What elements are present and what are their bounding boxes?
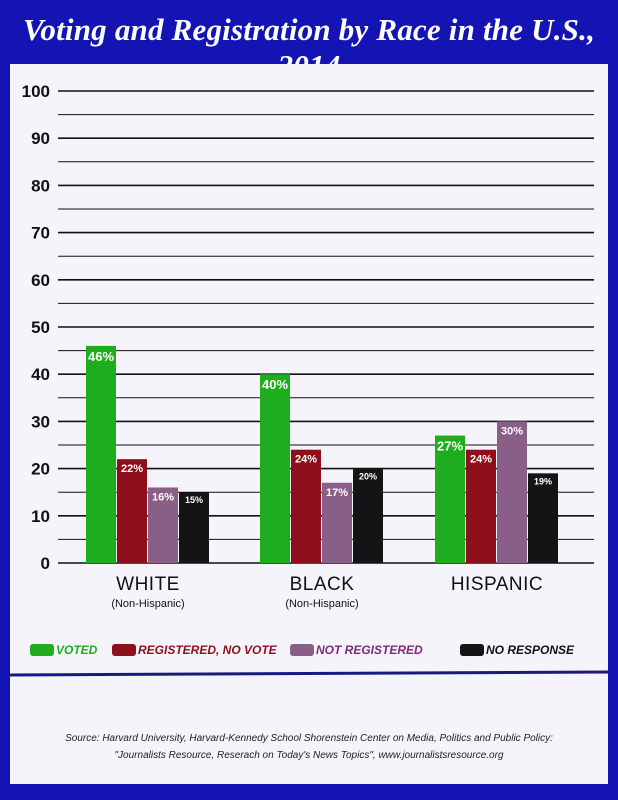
- legend-label: NOT REGISTERED: [316, 643, 423, 657]
- legend-label: VOTED: [56, 643, 98, 657]
- category-label: WHITE: [116, 574, 180, 595]
- bar: [179, 492, 209, 563]
- bar: [117, 459, 147, 563]
- category-note: (Non-Hispanic): [111, 598, 184, 610]
- y-tick-label: 10: [31, 507, 50, 526]
- bar-value-label: 17%: [326, 487, 348, 499]
- bar-value-label: 22%: [121, 463, 143, 475]
- bar-value-label: 15%: [185, 495, 203, 505]
- bar: [497, 421, 527, 563]
- y-tick-label: 100: [22, 82, 50, 101]
- bar-value-label: 27%: [437, 439, 463, 454]
- bar: [353, 468, 383, 563]
- bar: [528, 473, 558, 563]
- source-note: Source: Harvard University, Harvard-Kenn…: [10, 730, 608, 764]
- y-tick-label: 80: [31, 176, 50, 195]
- y-tick-label: 50: [31, 318, 50, 337]
- category-label: BLACK: [290, 574, 355, 595]
- source-line-1: Source: Harvard University, Harvard-Kenn…: [65, 733, 553, 744]
- y-tick-label: 70: [31, 224, 50, 243]
- legend-swatch: [30, 644, 54, 656]
- legend-label: NO RESPONSE: [486, 643, 575, 657]
- y-tick-label: 30: [31, 412, 50, 431]
- bar: [466, 449, 496, 563]
- bar-value-label: 19%: [534, 476, 552, 486]
- bar-value-label: 46%: [88, 349, 114, 364]
- category-note: (Non-Hispanic): [285, 598, 358, 610]
- bar-value-label: 30%: [501, 425, 523, 437]
- bar-value-label: 24%: [295, 454, 317, 466]
- bar-value-label: 16%: [152, 491, 174, 503]
- source-line-2: "Journalists Resource, Reserach on Today…: [114, 750, 504, 761]
- bar-value-label: 20%: [359, 472, 377, 482]
- bar-value-label: 24%: [470, 454, 492, 466]
- bar-value-label: 40%: [262, 377, 288, 392]
- bar: [260, 374, 290, 563]
- legend-label: REGISTERED, NO VOTE: [138, 643, 278, 657]
- divider-line: [10, 670, 608, 677]
- y-tick-label: 0: [41, 554, 50, 573]
- legend-swatch: [460, 644, 484, 656]
- bar: [86, 345, 116, 563]
- y-tick-label: 60: [31, 271, 50, 290]
- y-tick-label: 40: [31, 365, 50, 384]
- chart-panel: 0 10 20 30 40 50 60 70 80 90 100 46% 22% 16% 15% WHITE (…: [10, 64, 608, 784]
- chart-svg: 0 10 20 30 40 50 60 70 80 90 100 46% 22% 16% 15% WHITE (…: [10, 82, 608, 677]
- legend-swatch: [290, 644, 314, 656]
- y-tick-label: 90: [31, 129, 50, 148]
- bar: [322, 482, 352, 563]
- bar: [435, 435, 465, 563]
- bar: [291, 449, 321, 563]
- bar: [148, 487, 178, 563]
- category-label: HISPANIC: [451, 574, 543, 595]
- y-tick-label: 20: [31, 460, 50, 479]
- legend-swatch: [112, 644, 136, 656]
